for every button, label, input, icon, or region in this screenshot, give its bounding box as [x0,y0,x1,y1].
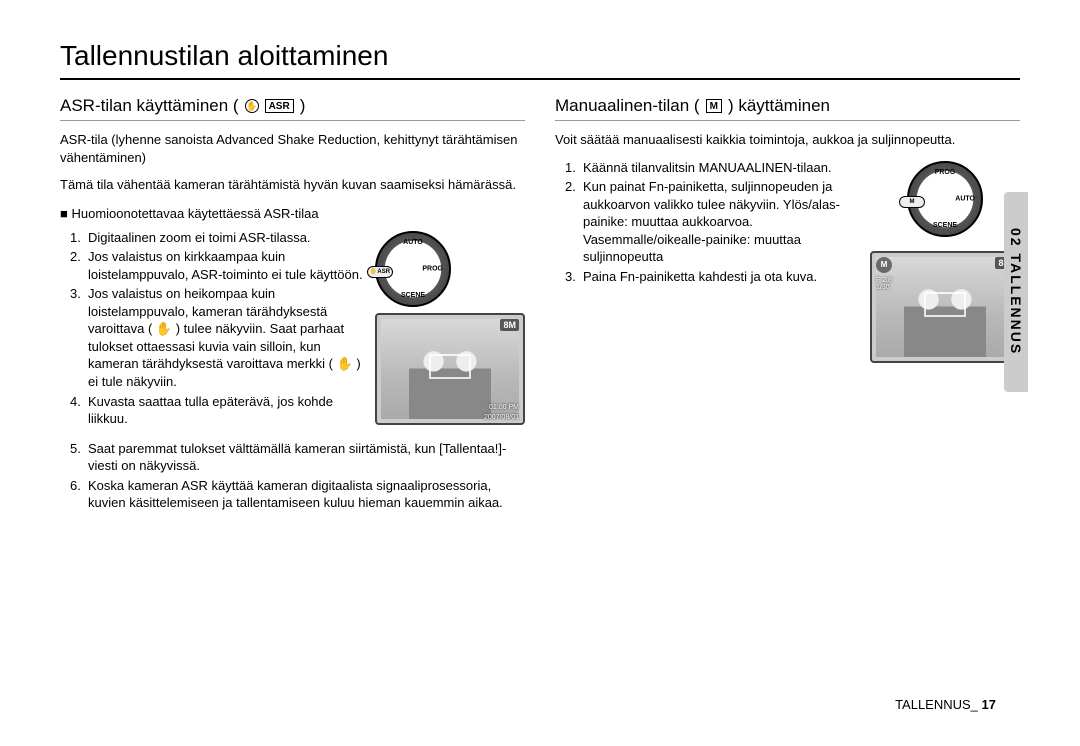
resolution-badge: 8M [500,319,519,331]
page-container: Tallennustilan aloittaminen ASR-tilan kä… [60,40,1020,720]
side-tab: 02 TALLENNUS [1004,192,1028,392]
asr-intro-1: ASR-tila (lyhenne sanoista Advanced Shak… [60,131,525,166]
asr-list-with-figures: 1.Digitaalinen zoom ei toimi ASR-tilassa… [60,229,525,430]
left-column: ASR-tilan käyttäminen ( ✋ ASR ) ASR-tila… [60,96,525,514]
asr-list-text: 1.Digitaalinen zoom ei toimi ASR-tilassa… [60,229,363,430]
right-column: Manuaalinen-tilan ( M ) käyttäminen Voit… [555,96,1020,514]
mode-dial-manual: PROG AUTO SCENE M [907,161,983,237]
manual-heading-text: Manuaalinen-tilan ( [555,96,700,116]
dial-label-top: AUTO [403,239,423,246]
asr-note-heading: Huomioonotettavaa käytettäessä ASR-tilaa [60,206,525,221]
footer-section: TALLENNUS_ [895,697,978,712]
dial-label-top: PROG [935,169,956,176]
manual-intro: Voit säätää manuaalisesti kaikkia toimin… [555,131,1020,149]
exposure-readout: F 2.8 1/30 [876,277,892,292]
manual-badge: M [706,99,722,113]
dial-pointer: M [899,196,925,208]
focus-frame-icon [924,292,965,317]
list-item: 3.Paina Fn-painiketta kahdesti ja ota ku… [565,268,858,286]
manual-heading-close: ) käyttäminen [728,96,830,116]
manual-heading: Manuaalinen-tilan ( M ) käyttäminen [555,96,1020,121]
dial-label-bottom: SCENE [401,292,425,299]
two-column-layout: ASR-tilan käyttäminen ( ✋ ASR ) ASR-tila… [60,96,1020,514]
focus-frame-icon [429,354,470,379]
asr-heading-close: ) [300,96,306,116]
list-item: 2.Kun painat Fn-painiketta, suljinnopeud… [565,178,858,266]
asr-heading: ASR-tilan käyttäminen ( ✋ ASR ) [60,96,525,121]
asr-list-continued: 5.Saat paremmat tulokset välttämällä kam… [60,440,525,512]
manual-list-text: 1.Käännä tilanvalitsin MANUAALINEN-tilaa… [555,159,858,288]
side-tab-label: 02 TALLENNUS [1008,228,1024,355]
manual-list-with-figures: 1.Käännä tilanvalitsin MANUAALINEN-tilaa… [555,159,1020,363]
list-item: 1.Käännä tilanvalitsin MANUAALINEN-tilaa… [565,159,858,177]
list-item: 6.Koska kameran ASR käyttää kameran digi… [70,477,525,512]
asr-list-partial: 1.Digitaalinen zoom ei toimi ASR-tilassa… [60,229,363,428]
dial-label-right: AUTO [955,195,975,202]
footer-pagenum: 17 [982,697,996,712]
list-item: 3.Jos valaistus on heikompaa kuin loiste… [70,285,363,390]
dial-pointer: ✋ASR [367,266,393,278]
lcd-time: 01:00 PM [489,404,519,411]
lcd-preview-manual: M F 2.8 1/30 8M [870,251,1020,363]
dial-label-bottom: SCENE [933,222,957,229]
asr-intro-2: Tämä tila vähentää kameran tärähtämistä … [60,176,525,194]
asr-heading-text: ASR-tilan käyttäminen ( [60,96,239,116]
page-footer: TALLENNUS_ 17 [895,697,996,712]
page-title: Tallennustilan aloittaminen [60,40,1020,80]
asr-badge: ASR [265,99,294,113]
list-item: 4.Kuvasta saattaa tulla epäterävä, jos k… [70,393,363,428]
mode-indicator: M [876,257,892,273]
lcd-scene [876,257,1014,357]
list-item: 2.Jos valaistus on kirkkaampaa kuin lois… [70,248,363,283]
manual-figures: PROG AUTO SCENE M M F 2.8 1/30 [870,159,1020,363]
lcd-date: 2007/08/01 [484,414,519,421]
list-item: 5.Saat paremmat tulokset välttämällä kam… [70,440,525,475]
asr-figures: AUTO PROG SCENE ✋ASR 8M 01:00 PM 2007/08… [375,229,525,425]
hand-icon: ✋ [245,99,259,113]
dial-label-right: PROG [422,265,443,272]
list-item: 1.Digitaalinen zoom ei toimi ASR-tilassa… [70,229,363,247]
mode-dial-asr: AUTO PROG SCENE ✋ASR [375,231,451,307]
lcd-preview-asr: 8M 01:00 PM 2007/08/01 [375,313,525,425]
